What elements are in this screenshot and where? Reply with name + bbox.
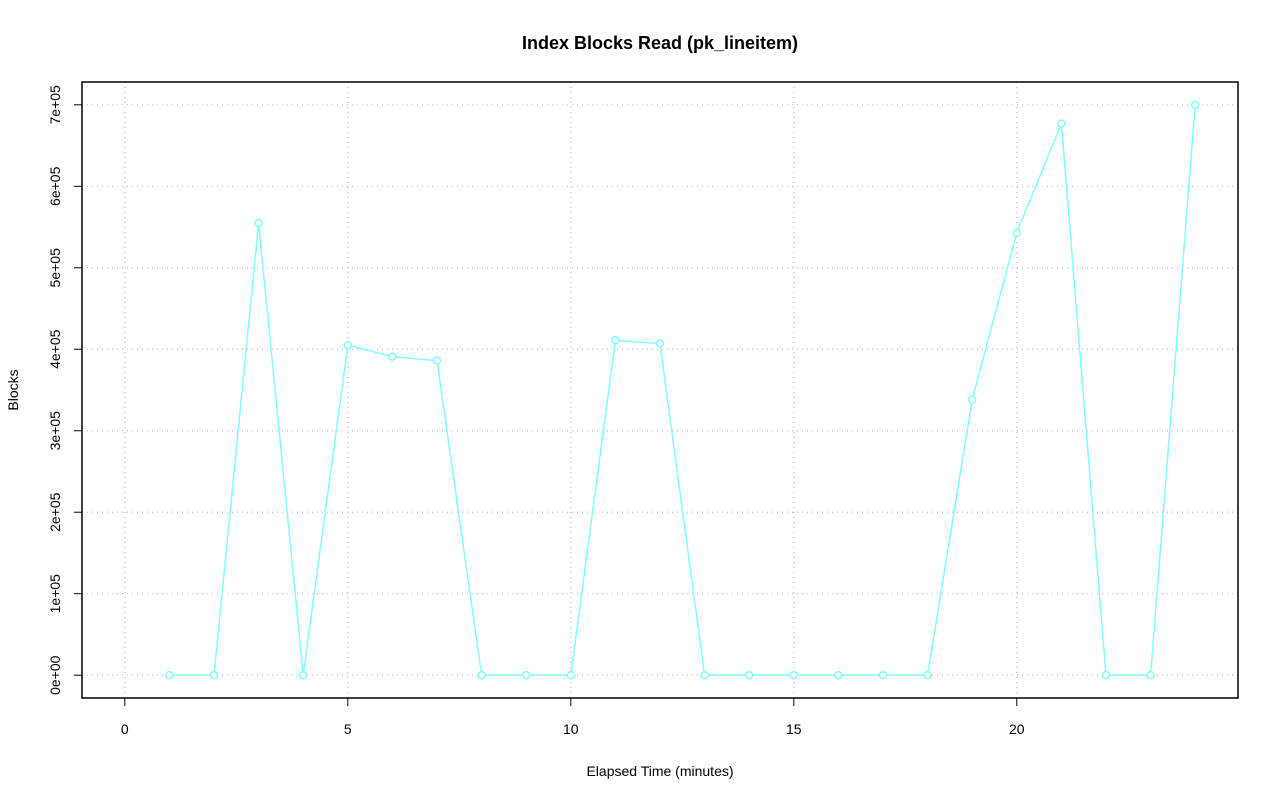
- data-point: [1190, 100, 1200, 110]
- data-point: [566, 670, 576, 680]
- data-point: [432, 356, 442, 365]
- chart-title: Index Blocks Read (pk_lineitem): [522, 33, 798, 53]
- data-point: [165, 670, 174, 680]
- x-tick-label: 0: [121, 721, 129, 737]
- data-point: [923, 670, 932, 680]
- data-point: [1057, 119, 1066, 128]
- data-point: [343, 340, 353, 350]
- data-point: [878, 670, 888, 680]
- data-point: [209, 670, 219, 680]
- data-point: [611, 336, 620, 345]
- y-tick-label: 1e+05: [47, 574, 63, 614]
- data-point: [834, 670, 843, 680]
- data-point: [477, 670, 486, 680]
- data-point: [1146, 670, 1155, 680]
- data-point: [655, 339, 665, 348]
- data-point: [254, 218, 263, 228]
- data-point: [1012, 228, 1022, 237]
- y-tick-label: 4e+05: [47, 329, 63, 369]
- data-point: [1101, 670, 1111, 680]
- y-axis-label: Blocks: [5, 369, 21, 410]
- x-axis-label: Elapsed Time (minutes): [586, 763, 733, 779]
- data-point: [700, 670, 709, 680]
- y-tick-label: 6e+05: [47, 166, 63, 206]
- x-tick-label: 5: [344, 721, 352, 737]
- data-point: [298, 670, 308, 680]
- data-point: [388, 352, 397, 361]
- data-point: [744, 670, 754, 680]
- y-tick-label: 5e+05: [47, 248, 63, 288]
- y-tick-label: 3e+05: [47, 411, 63, 451]
- data-point: [789, 670, 799, 680]
- y-tick-label: 7e+05: [47, 85, 63, 125]
- plot-frame: [81, 81, 1239, 699]
- x-tick-label: 20: [1009, 721, 1025, 737]
- y-tick-label: 2e+05: [47, 492, 63, 532]
- y-tick-label: 0e+00: [47, 655, 63, 695]
- x-tick-label: 10: [563, 721, 579, 737]
- data-point: [521, 670, 531, 680]
- x-tick-label: 15: [786, 721, 802, 737]
- data-line: [169, 104, 1196, 676]
- data-point: [967, 395, 977, 405]
